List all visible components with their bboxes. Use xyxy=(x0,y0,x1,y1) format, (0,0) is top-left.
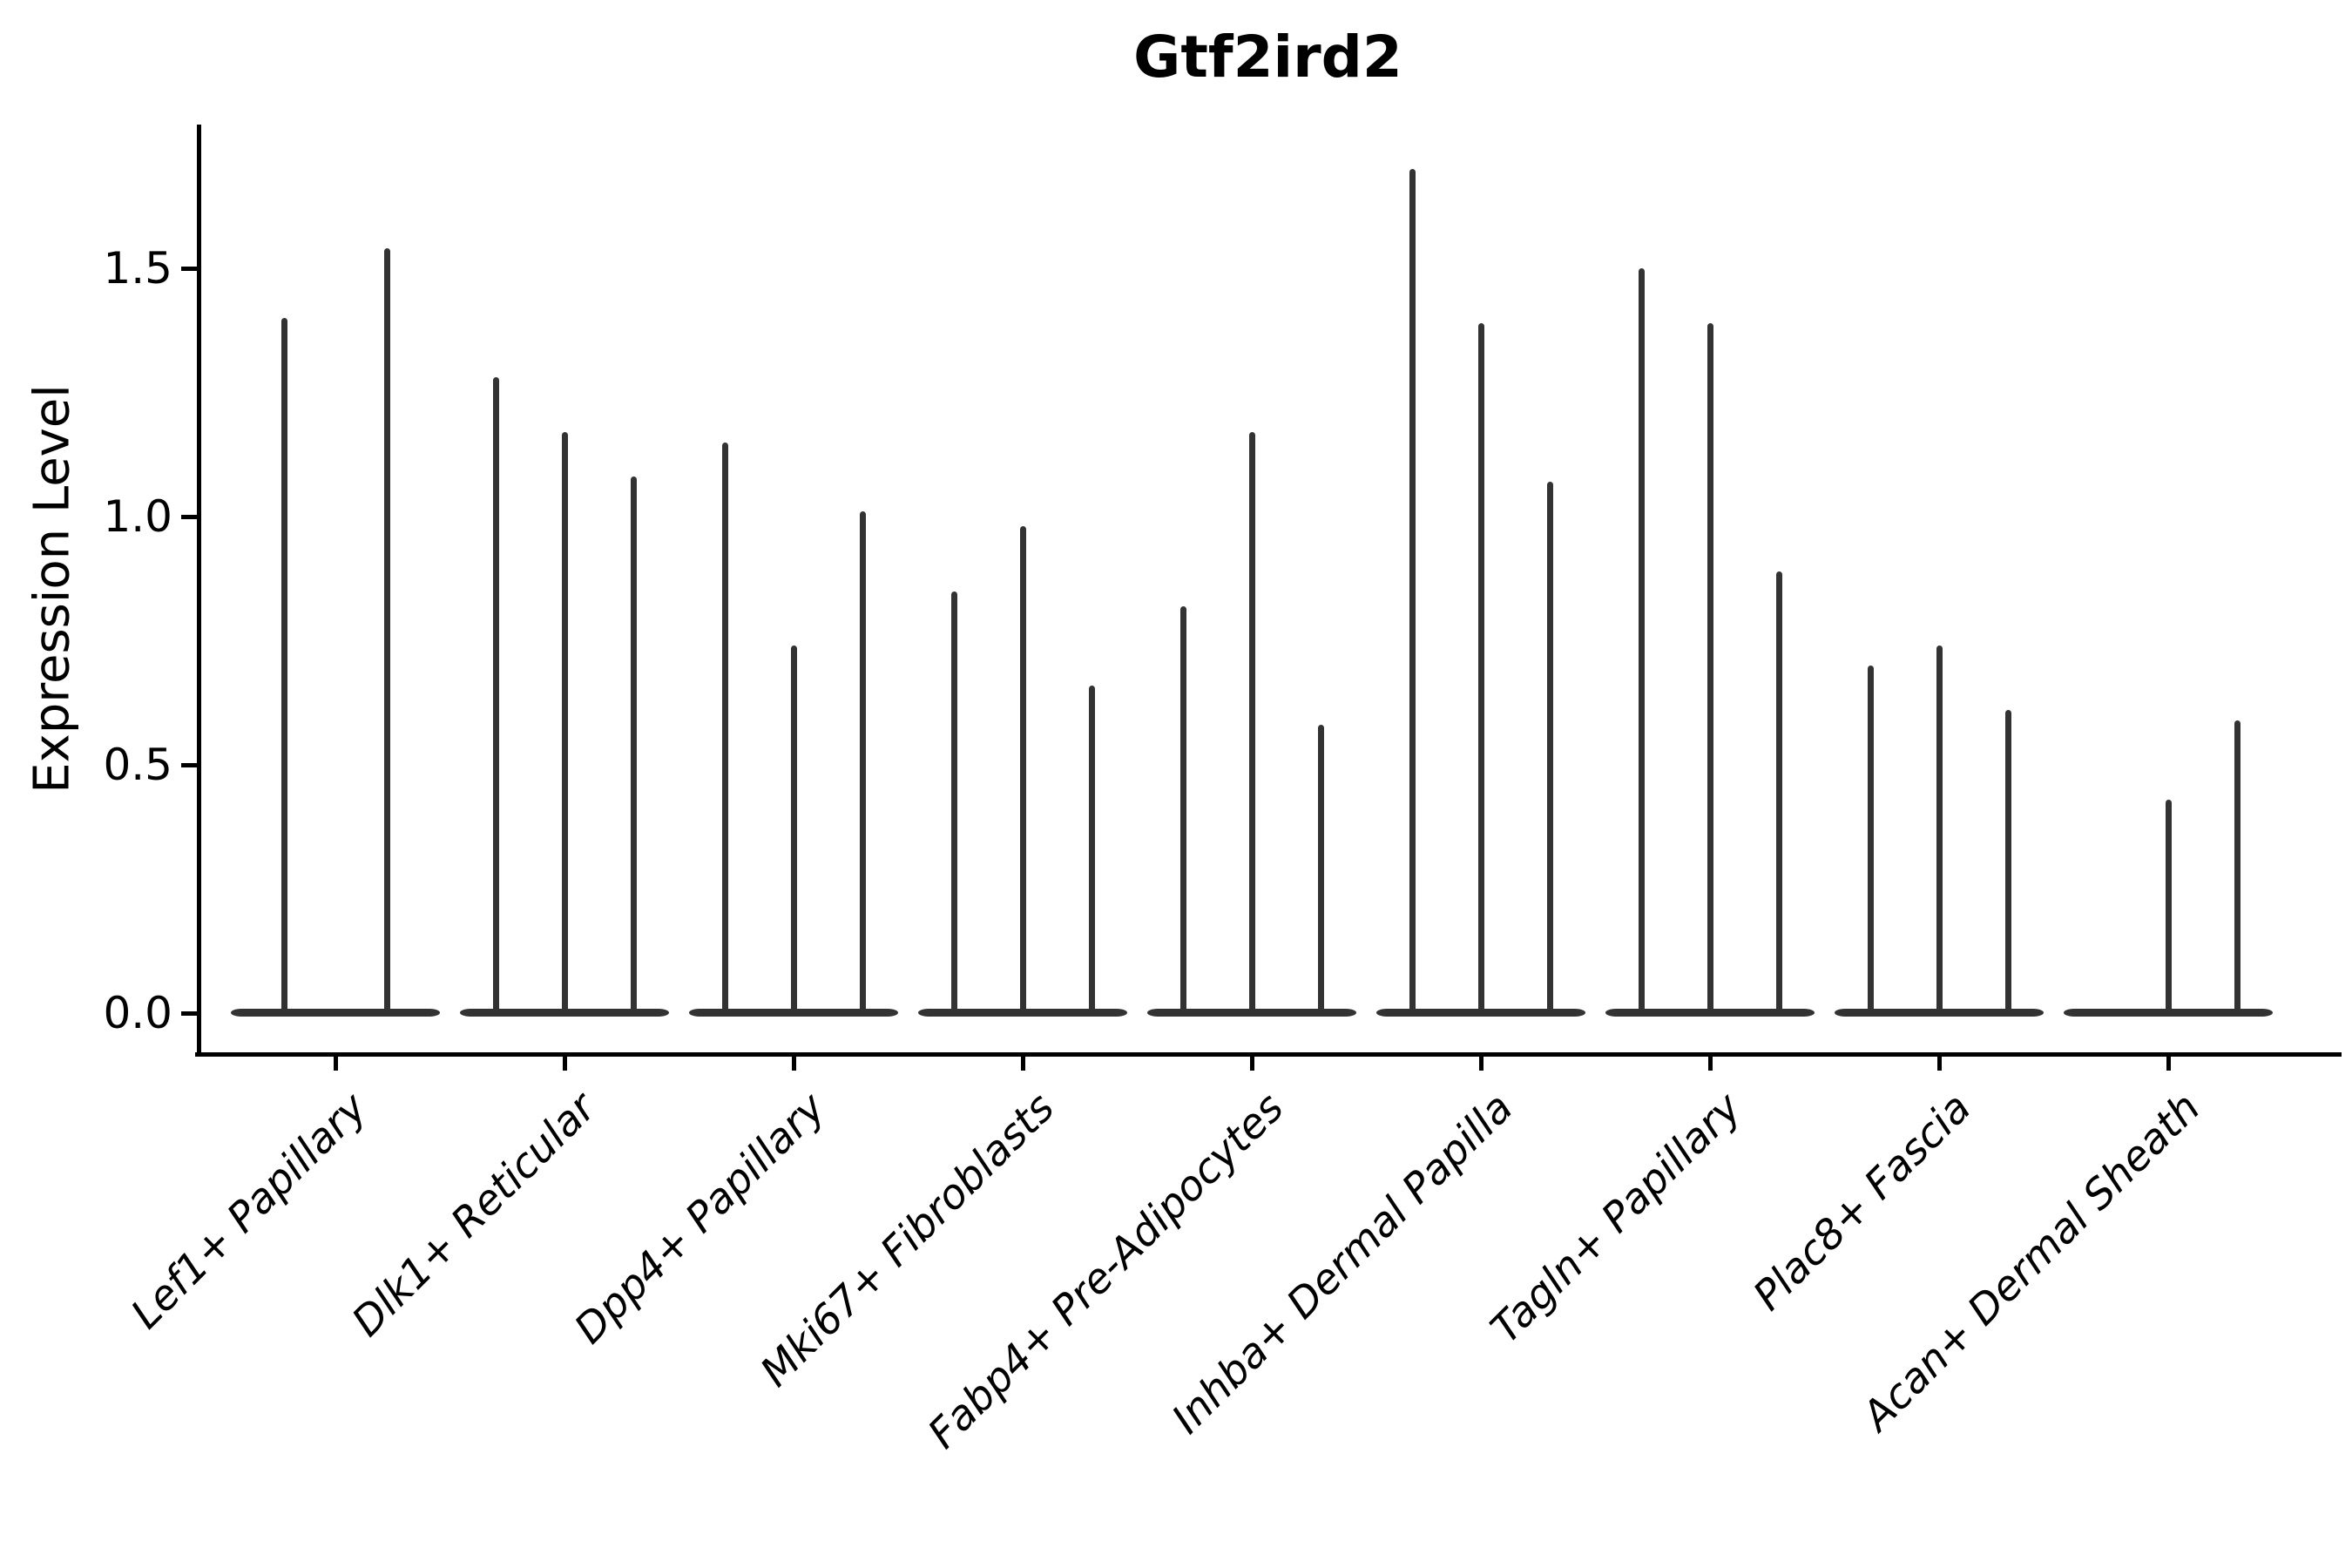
x-tick xyxy=(1707,1057,1713,1071)
violin-spike xyxy=(630,476,637,1013)
y-tick xyxy=(181,1010,197,1016)
violin-spike xyxy=(383,248,390,1013)
x-tick-label: Plac8+ Fascia xyxy=(1744,1084,1981,1321)
violin-spike xyxy=(1936,645,1943,1013)
violin-spike xyxy=(859,511,866,1013)
violin-spike xyxy=(492,377,499,1013)
violin-spike xyxy=(1179,605,1186,1013)
x-tick-label: Dlk1+ Reticular xyxy=(343,1084,606,1347)
x-tick xyxy=(333,1057,338,1071)
violin-spike xyxy=(561,432,568,1013)
violin-spike xyxy=(1477,322,1484,1013)
violin-spike xyxy=(2165,799,2172,1013)
violin-base xyxy=(231,1008,440,1017)
violin-spike xyxy=(1248,432,1255,1013)
y-axis-label: Expression Level xyxy=(24,384,81,794)
violin-spike xyxy=(280,318,287,1013)
violin-spike xyxy=(1638,268,1645,1013)
x-tick-label: Tagln+ Papillary xyxy=(1482,1084,1752,1353)
y-tick-label: 1.5 xyxy=(103,243,172,294)
x-tick-label: Dpp4+ Papillary xyxy=(564,1084,835,1354)
violin-spike xyxy=(2234,720,2240,1013)
chart-title: Gtf2ird2 xyxy=(1133,24,1402,91)
x-tick xyxy=(1020,1057,1025,1071)
y-tick xyxy=(181,762,197,767)
x-tick xyxy=(562,1057,567,1071)
y-tick-label: 0.0 xyxy=(103,988,172,1038)
x-tick xyxy=(2166,1057,2171,1071)
y-tick xyxy=(181,514,197,519)
violin-spike xyxy=(1867,666,1874,1013)
x-tick xyxy=(1478,1057,1484,1071)
violin-spike xyxy=(1409,169,1416,1013)
violin-spike xyxy=(950,591,957,1013)
x-tick xyxy=(1936,1057,1942,1071)
violin-spike xyxy=(1317,725,1324,1013)
violin-spike xyxy=(1775,571,1782,1013)
x-tick xyxy=(791,1057,796,1071)
violin-spike xyxy=(1707,322,1713,1013)
y-axis-line xyxy=(197,125,201,1057)
violin-spike xyxy=(1088,685,1095,1013)
x-axis-line xyxy=(195,1052,2342,1057)
violin-spike xyxy=(790,645,797,1013)
x-tick xyxy=(1249,1057,1254,1071)
violin-spike xyxy=(1019,526,1026,1013)
violin-spike xyxy=(2004,710,2011,1013)
x-tick-label: Lef1+ Papillary xyxy=(122,1084,377,1339)
y-tick xyxy=(181,266,197,271)
violin-spike xyxy=(1546,482,1553,1013)
y-tick-label: 1.0 xyxy=(103,491,172,542)
y-tick-label: 0.5 xyxy=(103,740,172,790)
violin-spike xyxy=(721,442,728,1013)
